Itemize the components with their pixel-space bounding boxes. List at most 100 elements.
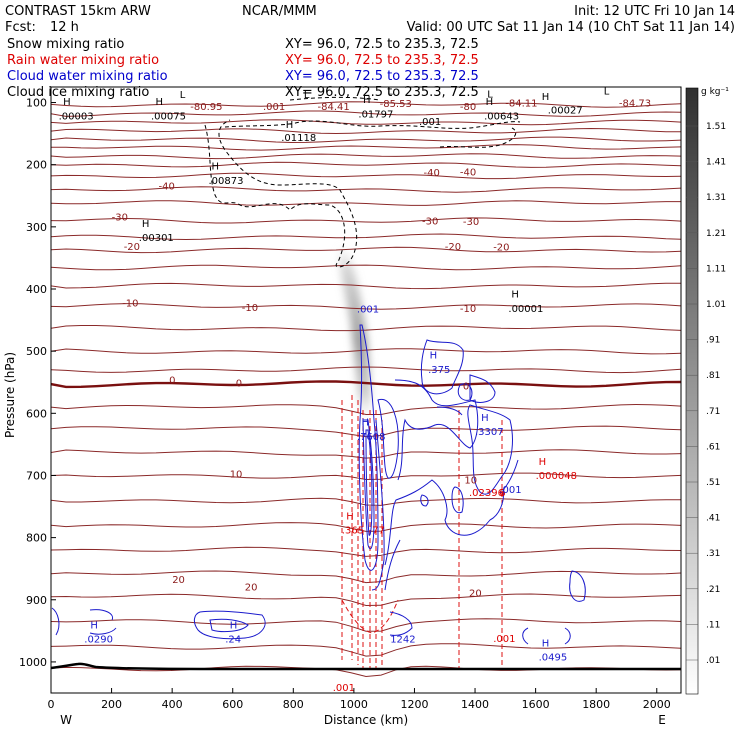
rain-contour-label: .001 — [333, 683, 355, 694]
x-tick-label: 1800 — [582, 698, 610, 711]
x-tick-label: 200 — [101, 698, 122, 711]
colorbar-label: .11 — [706, 620, 720, 630]
ice-contour-label: H — [142, 219, 150, 230]
rain-contour-label: H — [346, 512, 354, 523]
isotherm-line — [51, 136, 681, 144]
isotherm-line — [51, 380, 681, 389]
isotherm-line — [51, 101, 681, 108]
isotherm-label: -20 — [124, 242, 140, 253]
cloud-contour-label: .7608 — [357, 432, 386, 443]
cloud-contour-label: .001 — [499, 485, 521, 496]
legend-field-name: Rain water mixing ratio — [7, 53, 159, 68]
cloud-contour-label: H — [90, 620, 98, 631]
y-tick-label: 300 — [26, 221, 47, 234]
y-tick-label: 400 — [26, 283, 47, 296]
isotherm-line — [51, 618, 681, 632]
x-tick-label: 400 — [162, 698, 183, 711]
isotherm-label: 20 — [172, 575, 185, 586]
colorbar-label: .71 — [706, 407, 720, 417]
contour-labels: -80.95 .001 -84.41 -85.53 -80 -84.11 -84.73 -40… — [59, 87, 652, 695]
cloud-contour-label: .24 — [225, 635, 241, 646]
y-tick-label: 200 — [26, 159, 47, 172]
cloud-water-contours — [51, 324, 586, 645]
snow-shading — [339, 245, 371, 420]
ice-contour-label: L — [604, 87, 610, 98]
isotherm-label: 0 — [236, 379, 242, 390]
colorbar-label: .01 — [706, 656, 720, 666]
legend-field-xy: XY= 96.0, 72.5 to 235.3, 72.5 — [285, 69, 479, 84]
cloud-contour-label: .0290 — [84, 635, 113, 646]
x-tick-label: 0 — [48, 698, 55, 711]
isotherm-label: -10 — [122, 298, 138, 309]
isotherm-label: -30 — [463, 217, 479, 228]
colorbar-label: 1.41 — [706, 158, 726, 168]
colorbar-label: 1.31 — [706, 193, 726, 203]
ice-contour-label: H — [511, 290, 519, 301]
isotherm-label: -40 — [424, 168, 440, 179]
ice-contour-label: H — [486, 97, 494, 108]
rain-contour-label: 6 — [499, 488, 505, 499]
ice-contour-label: .00643 — [484, 111, 519, 122]
ice-contour-label: .00075 — [151, 111, 186, 122]
ice-contour-label: .001 — [419, 117, 441, 128]
ice-contour-label: H — [156, 97, 164, 108]
colorbar-label: 1.11 — [706, 264, 726, 274]
cloud-contour-label: H — [230, 620, 238, 631]
isotherm-label: 0 — [463, 382, 469, 393]
legend-field-name: Cloud water mixing ratio — [7, 69, 168, 84]
rain-contour-label: .000048 — [536, 471, 577, 482]
cloud-contour-label: H — [481, 413, 489, 424]
colorbar-label: .41 — [706, 514, 720, 524]
isotherm-label: -84.73 — [619, 98, 651, 109]
isotherm-line — [51, 282, 681, 290]
y-tick-label: 500 — [26, 345, 47, 358]
cloud-contour-label: 1242 — [390, 635, 415, 646]
x-tick-label: 1200 — [400, 698, 428, 711]
isotherm-line — [51, 593, 681, 607]
isotherm-label: .001 — [263, 102, 285, 113]
legend-field-xy: XY= 96.0, 72.5 to 235.3, 72.5 — [285, 37, 479, 52]
isotherm-label: 20 — [469, 589, 482, 600]
isotherm-label: -80 — [460, 102, 476, 113]
rain-contour-label: .02396 — [469, 488, 504, 499]
isotherm-label: -10 — [460, 304, 476, 315]
isotherm-line — [51, 403, 681, 415]
colorbar-label: .81 — [706, 371, 720, 381]
isotherm-line — [51, 200, 681, 206]
colorbar-ramp — [685, 87, 699, 695]
x-tick-label: 2000 — [643, 698, 671, 711]
legend-field-name: Snow mixing ratio — [7, 37, 124, 52]
legend-field-xy: XY= 96.0, 72.5 to 235.3, 72.5 — [285, 53, 479, 68]
isotherm-label: -40 — [159, 182, 175, 193]
field-legend: Snow mixing ratio XY= 96.0, 72.5 to 235.3… — [7, 37, 479, 100]
ice-contour-label: H — [363, 95, 371, 106]
cloud-contour-label: H — [362, 418, 370, 429]
x-axis: 0 200 400 600 800 1000 1200 1400 1600 1800 2000 — [48, 688, 671, 711]
fcst-label: Fcst: — [5, 20, 36, 35]
colorbar-label: 1.21 — [706, 229, 726, 239]
isotherm-label: 10 — [230, 469, 243, 480]
header: CONTRAST 15km ARW NCAR/MMM Init: 12 UTC … — [5, 4, 735, 35]
isotherm-label: -85.53 — [380, 99, 412, 110]
ice-contour-label: L — [387, 87, 393, 98]
isotherm-label: -10 — [242, 303, 258, 314]
isotherm-label: -30 — [112, 213, 128, 224]
isotherm-line — [51, 144, 681, 151]
isotherm-line — [51, 643, 681, 657]
cloud-contour-label: .3307 — [475, 427, 504, 438]
isotherm-line — [51, 366, 681, 374]
ice-contour-label: H — [63, 97, 71, 108]
colorbar-unit: g kg⁻¹ — [701, 87, 729, 97]
colorbar-label: 1.01 — [706, 300, 726, 310]
rain-contour-label: H — [539, 457, 547, 468]
y-tick-label: 800 — [26, 532, 47, 545]
ice-contour-label: .00027 — [548, 106, 583, 117]
x-tick-label: 1400 — [461, 698, 489, 711]
x-tick-label: 1000 — [340, 698, 368, 711]
isotherm-label: 10 — [464, 476, 477, 487]
colorbar: g kg⁻¹ .01 .11 .21 .31 .41 .51 .61 .71 .81 .91 1.0… — [685, 87, 729, 695]
x-tick-label: 600 — [222, 698, 243, 711]
ice-snow-contours — [204, 96, 521, 268]
colorbar-label: .31 — [706, 549, 720, 559]
